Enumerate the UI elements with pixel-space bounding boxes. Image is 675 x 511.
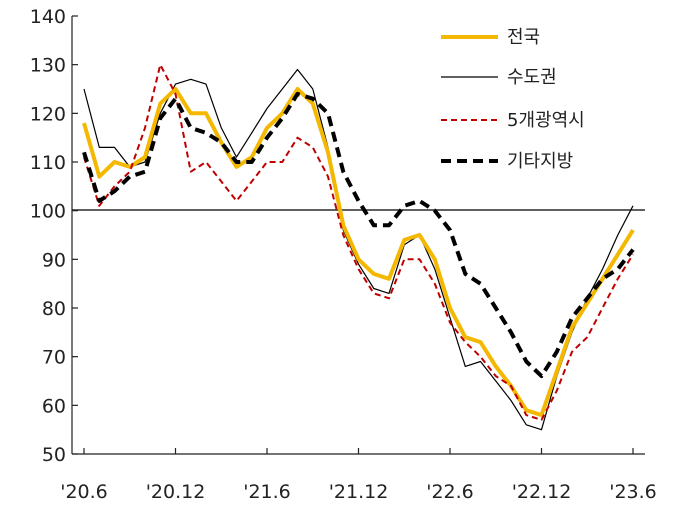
y-tick-label: 70: [42, 347, 66, 369]
y-tick-label: 140: [30, 6, 66, 28]
legend-label-3: 기타지방: [507, 151, 573, 172]
x-tick-label: '21.6: [243, 481, 291, 503]
y-tick-label: 90: [42, 249, 66, 271]
x-tick-label: '23.6: [609, 481, 657, 503]
y-tick-label: 50: [42, 444, 66, 466]
y-tick-label: 130: [30, 55, 66, 77]
legend: 전국 수도권 5개광역시 기타지방: [441, 27, 585, 172]
y-tick-label: 80: [42, 298, 66, 320]
series-line-2: [83, 63, 634, 421]
x-tick-label: '21.12: [329, 481, 389, 503]
x-axis-ticks: '20.6 '20.12 '21.6 '21.12 '22.6 '22.12 '23.6: [60, 448, 657, 503]
x-tick-label: '20.12: [146, 481, 206, 503]
series-line-0: [82, 87, 635, 418]
x-tick-label: '20.6: [60, 481, 108, 503]
y-tick-label: 110: [30, 152, 66, 174]
x-tick-label: '22.6: [426, 481, 474, 503]
series-line-1: [83, 68, 634, 431]
legend-label-1: 수도권: [507, 67, 557, 88]
y-tick-label: 60: [42, 395, 66, 417]
series-line-3: [82, 91, 635, 379]
legend-label-0: 전국: [507, 27, 540, 48]
x-tick-label: '22.12: [512, 481, 572, 503]
y-tick-label: 120: [30, 103, 66, 125]
y-axis-ticks: 50 60 70 80 90 100 110 120 130 140: [30, 6, 78, 466]
legend-label-2: 5개광역시: [507, 110, 585, 131]
series-lines: [82, 63, 635, 431]
y-tick-label: 100: [30, 201, 66, 223]
